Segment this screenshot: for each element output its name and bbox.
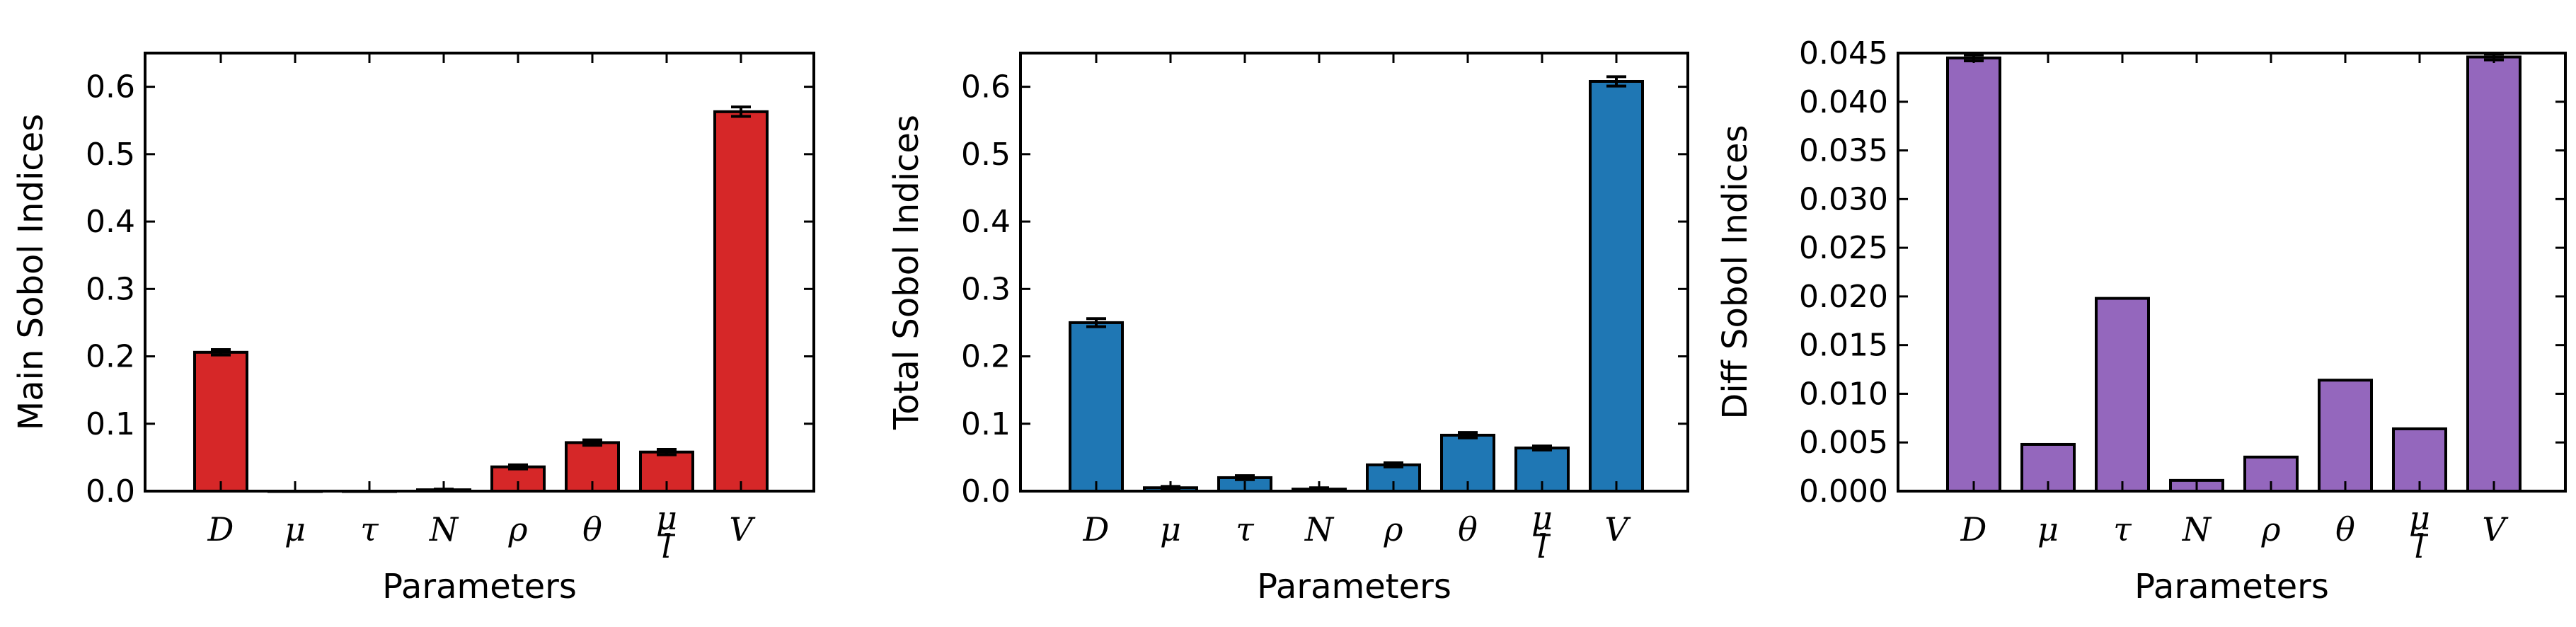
bar-3-6: [2318, 379, 2373, 493]
xtick-label-numerator: μ: [2409, 499, 2430, 537]
xtick-label-fraction: μl: [1531, 499, 1553, 565]
xtick-label-denominator: l: [1537, 527, 1548, 565]
xtick-label-denominator: l: [2415, 527, 2425, 565]
xtick-label: ρ: [2260, 510, 2280, 548]
xtick-label: μ: [1160, 510, 1181, 548]
xtick-label: ρ: [507, 510, 527, 548]
y-axis-label: Diff Sobol Indices: [1715, 125, 1755, 419]
ytick-label: 0.000: [1799, 473, 1888, 510]
xtick-label: V: [2482, 510, 2509, 548]
ytick-label: 0.1: [86, 406, 135, 442]
bar-2-8: [1589, 79, 1644, 493]
error-bar-2-5: [1384, 461, 1403, 468]
xtick-label-denominator: l: [662, 527, 672, 565]
ytick-label: 0.040: [1799, 84, 1888, 120]
xtick-label: τ: [1236, 510, 1255, 548]
error-bar-2-7: [1532, 444, 1552, 451]
ytick-label: 0.035: [1799, 133, 1888, 169]
xtick-label: θ: [582, 510, 602, 548]
xtick-label: N: [429, 510, 459, 548]
xtick-label: V: [1604, 510, 1631, 548]
error-bar-2-1: [1086, 317, 1106, 328]
error-bar-1-6: [582, 438, 602, 447]
xtick-label: τ: [360, 510, 379, 548]
xtick-label: ρ: [1383, 510, 1403, 548]
x-axis-label: Parameters: [1257, 567, 1451, 606]
error-bar-1-7: [657, 447, 677, 456]
error-bar-1-1: [211, 348, 231, 357]
ytick-label: 0.5: [86, 137, 135, 173]
xtick-label: D: [1960, 510, 1987, 548]
error-bar-2-8: [1606, 75, 1626, 88]
bar-3-3: [2095, 297, 2150, 493]
x-axis-label: Parameters: [2134, 567, 2329, 606]
xtick-label: μ: [284, 510, 306, 548]
y-axis-label: Total Sobol Indices: [887, 115, 926, 430]
ytick-label: 0.4: [961, 204, 1011, 240]
xtick-label: μ: [2037, 510, 2059, 548]
ytick-label: 0.3: [961, 271, 1011, 307]
ytick-label: 0.5: [961, 137, 1011, 173]
chart-panel-3: 0.000 0.005 0.010 0.015 0.020 0.025 0.030 0.035…: [1715, 35, 2567, 606]
ytick-label: 0.4: [86, 204, 135, 240]
ytick-label: 0.3: [86, 271, 135, 307]
xtick-label: τ: [2113, 510, 2132, 548]
ytick-label: 0.0: [961, 473, 1011, 510]
xtick-label: N: [1304, 510, 1335, 548]
bar-2-1: [1069, 321, 1124, 493]
ytick-label: 0.1: [961, 406, 1011, 442]
y-axis-label: Main Sobol Indices: [11, 114, 51, 430]
bar-3-8: [2466, 55, 2522, 493]
error-bar-1-8: [731, 105, 751, 118]
ytick-label: 0.6: [86, 69, 135, 105]
ytick-label: 0.025: [1799, 230, 1888, 266]
xtick-label-fraction: μl: [2409, 499, 2430, 565]
error-bar-2-6: [1458, 431, 1478, 439]
ytick-label: 0.2: [86, 339, 135, 375]
xtick-label: V: [729, 510, 756, 548]
error-bar-2-3: [1235, 474, 1255, 481]
bar-3-1: [1946, 56, 2001, 493]
ytick-label: 0.6: [961, 69, 1011, 105]
ytick-label: 0.015: [1799, 328, 1888, 364]
ytick-label: 0.020: [1799, 279, 1888, 315]
ytick-label: 0.045: [1799, 35, 1888, 71]
xtick-label-numerator: μ: [1531, 499, 1553, 537]
axes-frame-2: [1019, 52, 1689, 493]
xtick-label: D: [207, 510, 234, 548]
ytick-label: 0.005: [1799, 425, 1888, 461]
ytick-label: 0.010: [1799, 376, 1888, 412]
ytick-label: 0.0: [86, 473, 135, 510]
bar-1-1: [193, 350, 248, 493]
x-axis-label: Parameters: [382, 567, 577, 606]
xtick-label-numerator: μ: [656, 499, 677, 537]
ytick-label: 0.2: [961, 339, 1011, 375]
xtick-label-fraction: μl: [656, 499, 677, 565]
xtick-label: N: [2182, 510, 2212, 548]
xtick-label: θ: [2335, 510, 2355, 548]
bar-1-8: [713, 110, 769, 493]
xtick-label: θ: [1458, 510, 1478, 548]
axes-frame-1: [144, 52, 815, 493]
axes-frame-3: [1897, 52, 2567, 493]
xtick-label: D: [1083, 510, 1110, 548]
ytick-label: 0.030: [1799, 181, 1888, 217]
error-bar-1-5: [508, 463, 528, 471]
